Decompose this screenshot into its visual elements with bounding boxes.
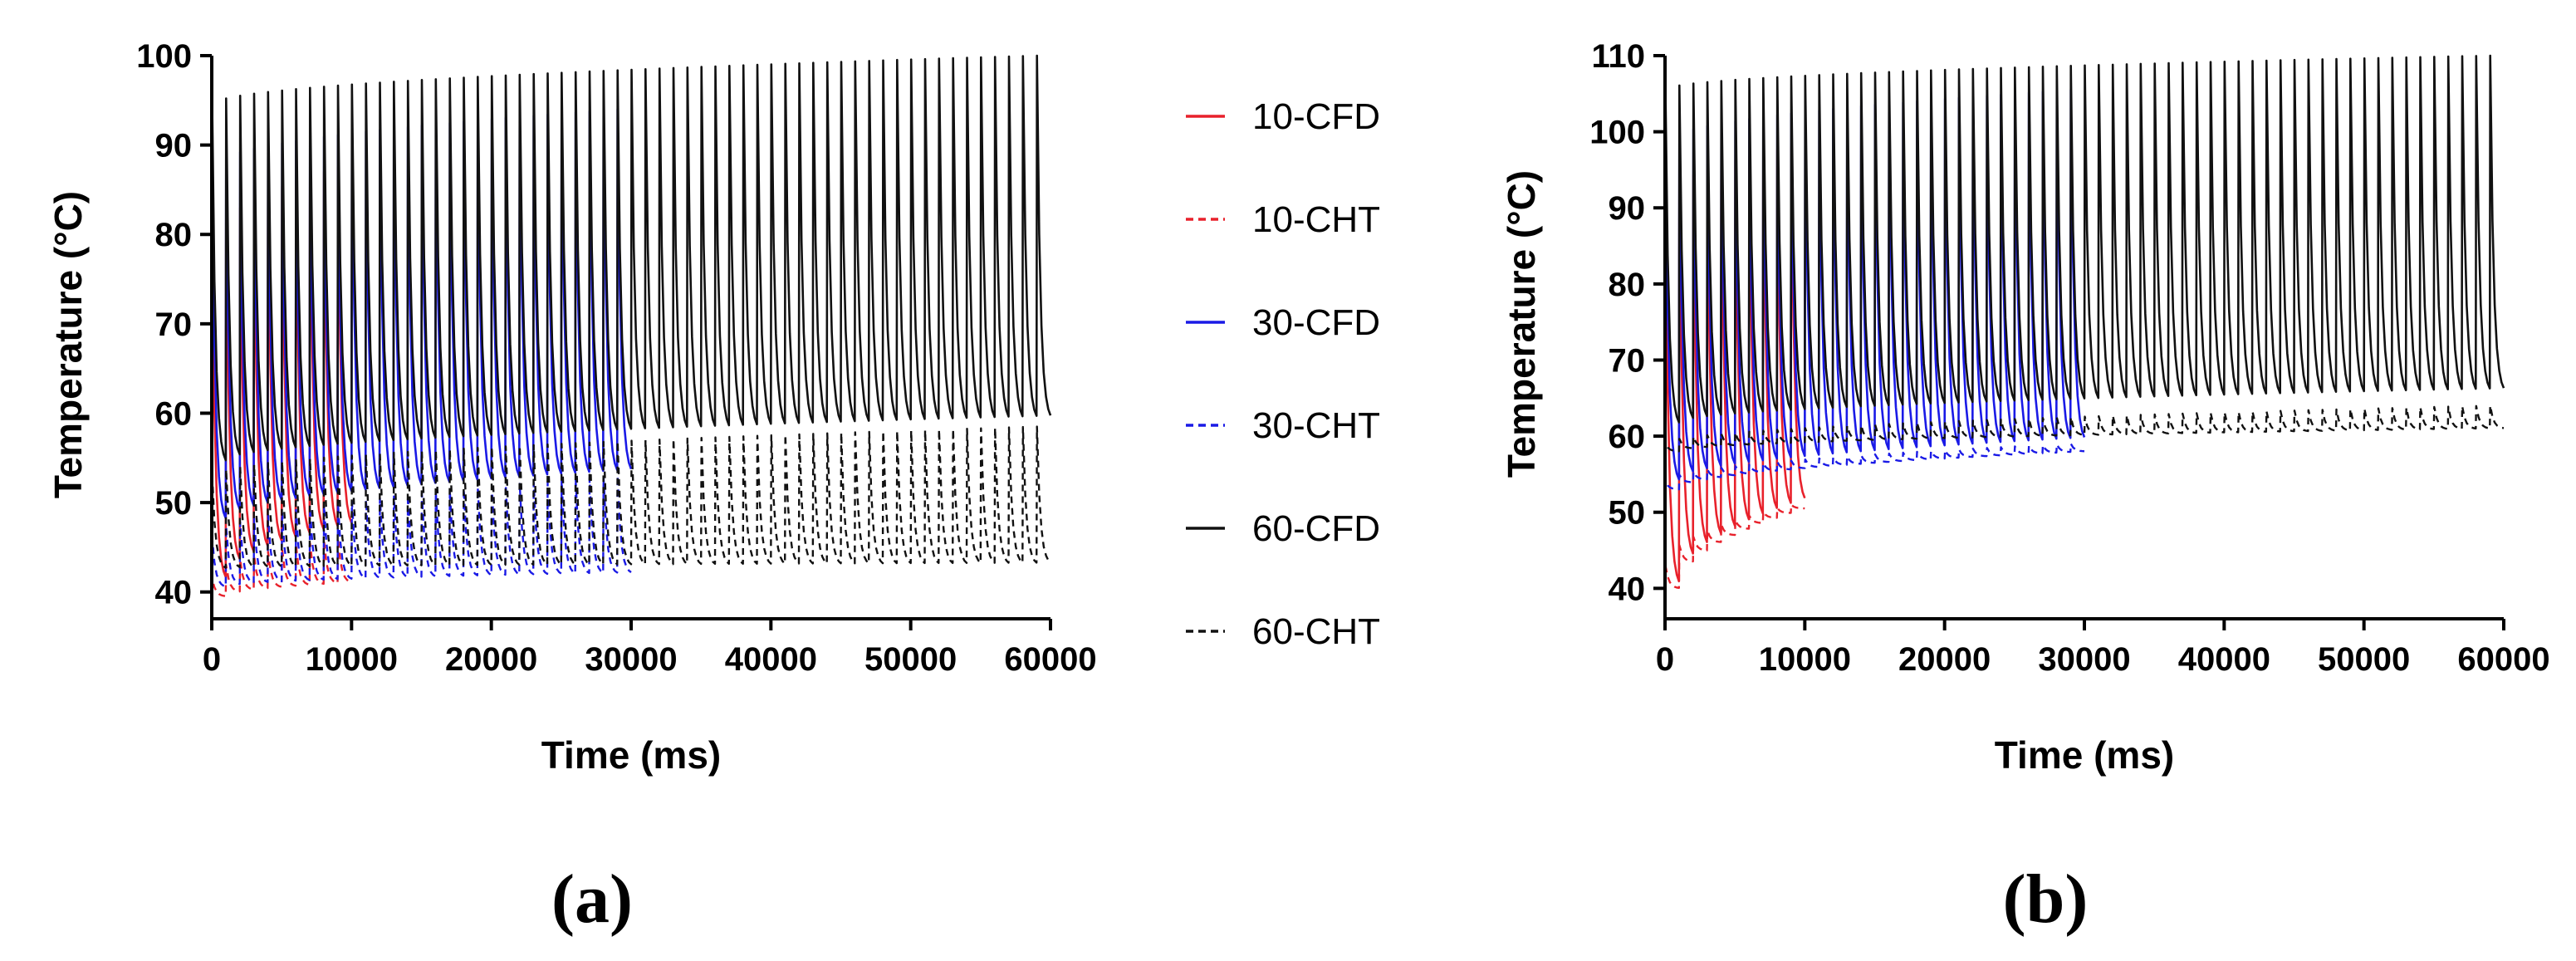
- panel-b-y-tick-label: 70: [1609, 342, 1646, 379]
- panel-b-series-30-cfd: [1663, 88, 2086, 486]
- panel-a-x-axis-title: Time (ms): [541, 733, 721, 777]
- panel-a-series-30-cht: [210, 474, 632, 588]
- panel-a-y-tick-label: 50: [155, 485, 193, 522]
- legend-item-10-cht: 10-CHT: [1186, 199, 1380, 240]
- panel-b-series-10-cht: [1663, 503, 1805, 589]
- panel-b-x-tick-label: 40000: [2178, 641, 2270, 678]
- panel-a-x-tick-label: 10000: [306, 641, 398, 678]
- panel-b-y-tick-label: 100: [1589, 115, 1645, 151]
- legend-label: 60-CHT: [1252, 611, 1380, 652]
- panel-a-x-tick-label: 40000: [725, 641, 817, 678]
- panel-b-series-60-cfd: [1663, 54, 2505, 429]
- legend-item-60-cfd: 60-CFD: [1186, 508, 1380, 549]
- legend-label: 60-CFD: [1252, 508, 1380, 549]
- panel-a-y-tick-label: 80: [155, 217, 193, 253]
- panel-b-x-tick-label: 50000: [2318, 641, 2410, 678]
- panel-a-y-tick-label: 40: [155, 575, 193, 611]
- panel-a-y-tick-label: 60: [155, 395, 193, 432]
- panel-b-series-layer: [1663, 54, 2505, 589]
- panel-b-y-tick-label: 110: [1591, 38, 1645, 75]
- legend-item-30-cfd: 30-CFD: [1186, 302, 1380, 343]
- panel-a-series-10-cht: [210, 537, 352, 597]
- panel-a-chart: 0 10000 20000 30000 40000 50000 60000 40 50 60 70 8…: [47, 38, 1097, 938]
- panel-a-x-tick-label: 50000: [864, 641, 957, 678]
- panel-b-y-tick-label: 80: [1609, 267, 1646, 303]
- legend-label: 10-CHT: [1252, 199, 1380, 240]
- legend-item-30-cht: 30-CHT: [1186, 405, 1380, 446]
- panel-b-series-60-cht: [1663, 405, 2505, 453]
- legend: 10-CFD 10-CHT 30-CFD 30-CHT 60-CFD 60-CHT: [1186, 96, 1380, 652]
- legend-item-60-cht: 60-CHT: [1186, 611, 1380, 652]
- panel-b-y-tick-label: 90: [1609, 190, 1646, 227]
- panel-a-series-60-cht: [210, 425, 1051, 570]
- legend-label: 10-CFD: [1252, 96, 1380, 137]
- panel-a-x-tick-label: 30000: [585, 641, 677, 678]
- panel-b-y-tick-label: 60: [1609, 419, 1646, 455]
- legend-label: 30-CFD: [1252, 302, 1380, 343]
- panel-a-series-60-cfd: [210, 54, 1052, 468]
- panel-a-y-tick-label: 70: [155, 306, 193, 343]
- panel-b-x-tick-label: 10000: [1759, 641, 1851, 678]
- panel-a-series-layer: [210, 54, 1052, 597]
- panel-b-x-tick-label: 60000: [2457, 641, 2549, 678]
- panel-a-x-tick-label: 20000: [445, 641, 537, 678]
- panel-a-axes: 0 10000 20000 30000 40000 50000 60000 40 50 60 70 8…: [136, 38, 1096, 678]
- panel-b-x-tick-label: 20000: [1898, 641, 1991, 678]
- panel-b-series-30-cht: [1663, 443, 2085, 491]
- panel-b-y-tick-label: 50: [1609, 495, 1646, 532]
- panel-b-chart: 0 10000 20000 30000 40000 50000 60000 40 50 60 70 8…: [1500, 38, 2550, 938]
- panel-b-label: (b): [2003, 860, 2089, 938]
- panel-a-y-tick-label: 90: [155, 128, 193, 164]
- panel-b-y-tick-label: 40: [1609, 571, 1646, 607]
- panel-a-label: (a): [551, 860, 633, 938]
- panel-a-y-tick-label: 100: [136, 38, 192, 75]
- panel-b-x-tick-label: 0: [1656, 641, 1674, 678]
- panel-a-x-tick-label: 0: [203, 641, 221, 678]
- panel-b-x-tick-label: 30000: [2038, 641, 2130, 678]
- panel-a-x-tick-label: 60000: [1004, 641, 1096, 678]
- panel-b-axes: 0 10000 20000 30000 40000 50000 60000 40 50 60 70 8…: [1589, 38, 2549, 678]
- panel-b-y-axis-title: Temperature (°C): [1500, 170, 1543, 478]
- legend-item-10-cfd: 10-CFD: [1186, 96, 1380, 137]
- panel-b-x-axis-title: Time (ms): [1995, 733, 2174, 777]
- legend-label: 30-CHT: [1252, 405, 1380, 446]
- panel-a-y-axis-title: Temperature (°C): [47, 191, 90, 498]
